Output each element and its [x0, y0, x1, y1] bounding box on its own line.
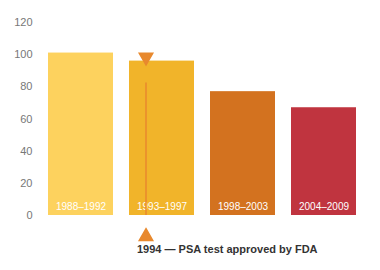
svg-text:40: 40 — [20, 145, 32, 157]
svg-text:1998–2003: 1998–2003 — [218, 201, 268, 212]
svg-text:0: 0 — [26, 209, 32, 221]
svg-text:1994 — PSA test approved by FD: 1994 — PSA test approved by FDA — [137, 243, 318, 255]
svg-text:60: 60 — [20, 113, 32, 125]
svg-text:1993–1997: 1993–1997 — [137, 201, 187, 212]
svg-text:120: 120 — [14, 16, 32, 28]
svg-text:2004–2009: 2004–2009 — [299, 201, 349, 212]
svg-text:1988–1992: 1988–1992 — [56, 201, 106, 212]
svg-text:20: 20 — [20, 177, 32, 189]
svg-text:100: 100 — [14, 48, 32, 60]
svg-text:80: 80 — [20, 80, 32, 92]
